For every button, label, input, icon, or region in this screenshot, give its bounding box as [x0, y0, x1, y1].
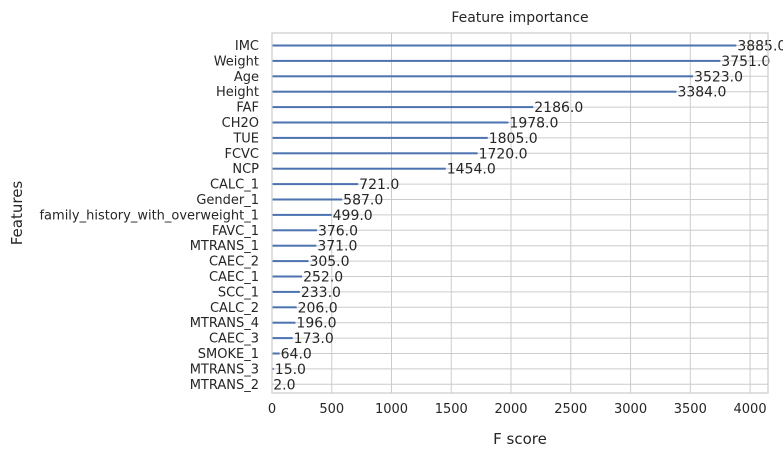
y-tick-label: CAEC_3	[209, 332, 259, 347]
bar	[272, 290, 300, 293]
value-label: 587.0	[343, 193, 383, 209]
bar	[272, 167, 446, 170]
y-tick-label: MTRANS_1	[190, 239, 259, 254]
value-label: 499.0	[333, 208, 373, 224]
x-tick-label: 500	[319, 402, 344, 417]
bar	[272, 321, 296, 324]
value-label: 64.0	[281, 347, 312, 363]
bar	[272, 229, 317, 232]
y-tick-label: Height	[216, 85, 259, 100]
bar	[272, 183, 359, 186]
bar	[272, 213, 332, 216]
y-tick-label: CALC_2	[210, 301, 259, 316]
x-tick-label: 2500	[554, 402, 587, 417]
y-tick-label: FAVC_1	[212, 224, 259, 239]
y-tick-label: CH2O	[222, 116, 259, 131]
y-tick-label: Weight	[214, 54, 259, 69]
x-tick-label: 1500	[435, 402, 468, 417]
y-tick-label: MTRANS_2	[190, 378, 259, 393]
value-label: 206.0	[298, 300, 338, 316]
bar	[272, 352, 280, 355]
y-tick-label: MTRANS_3	[190, 362, 259, 377]
value-label: 2.0	[273, 377, 295, 393]
value-label: 1720.0	[479, 146, 528, 162]
value-label: 305.0	[309, 254, 349, 270]
value-label: 173.0	[294, 331, 334, 347]
value-label: 1805.0	[489, 131, 538, 147]
bar	[272, 44, 737, 47]
chart-title: Feature importance	[451, 10, 588, 26]
y-tick-label: IMC	[235, 39, 259, 54]
y-tick-labels: IMCWeightAgeHeightFAFCH2OTUEFCVCNCPCALC_…	[39, 39, 259, 393]
x-tick-label: 3000	[614, 402, 647, 417]
value-label: 3885.0	[737, 39, 783, 55]
y-tick-label: Age	[234, 70, 259, 85]
bar	[272, 136, 488, 139]
bar	[272, 198, 343, 201]
y-tick-label: CALC_1	[210, 178, 259, 193]
value-label: 3523.0	[694, 69, 743, 85]
x-tick-label: 1000	[375, 402, 408, 417]
y-tick-label: family_history_with_overweight_1	[39, 208, 259, 223]
y-tick-label: MTRANS_4	[190, 316, 259, 331]
value-label: 371.0	[317, 239, 357, 255]
y-tick-label: SCC_1	[218, 285, 259, 300]
x-tick-labels: 0 500 1000 1500 2000 2500 3000 3500 4000	[268, 402, 767, 417]
value-label: 252.0	[303, 270, 343, 286]
bar	[272, 306, 297, 309]
y-tick-label: CAEC_2	[209, 255, 259, 270]
value-label: 1454.0	[447, 162, 496, 178]
value-label: 376.0	[318, 223, 358, 239]
y-tick-label: FCVC	[224, 147, 259, 162]
value-label: 3751.0	[721, 54, 770, 70]
y-tick-label: SMOKE_1	[198, 347, 259, 362]
bar	[272, 152, 478, 155]
x-tick-label: 0	[268, 402, 276, 417]
bar	[272, 260, 309, 263]
value-label: 233.0	[301, 285, 341, 301]
bar	[272, 121, 509, 124]
bar	[272, 367, 274, 370]
bar	[272, 337, 293, 340]
y-tick-label: TUE	[232, 131, 259, 146]
y-tick-label: Gender_1	[196, 193, 259, 208]
value-label: 721.0	[359, 177, 399, 193]
y-axis-label: Features	[8, 181, 26, 246]
bar	[272, 59, 721, 62]
bar	[272, 75, 694, 78]
y-tick-label: NCP	[232, 162, 259, 177]
y-tick-label: CAEC_1	[209, 270, 259, 285]
plot-frame	[271, 32, 769, 394]
value-label: 3384.0	[677, 85, 726, 101]
value-label: 196.0	[296, 316, 336, 332]
value-label: 2186.0	[534, 100, 583, 116]
x-tick-label: 2000	[494, 402, 527, 417]
value-label: 15.0	[275, 362, 306, 378]
bar	[272, 244, 317, 247]
y-tick-label: FAF	[236, 101, 259, 116]
bar	[272, 90, 677, 93]
bar	[272, 275, 303, 278]
x-axis-label: F score	[493, 430, 547, 448]
x-tick-label: 4000	[734, 402, 767, 417]
value-label: 1978.0	[509, 116, 558, 132]
bar	[272, 106, 534, 109]
bars	[272, 44, 737, 386]
x-tick-label: 3500	[674, 402, 707, 417]
